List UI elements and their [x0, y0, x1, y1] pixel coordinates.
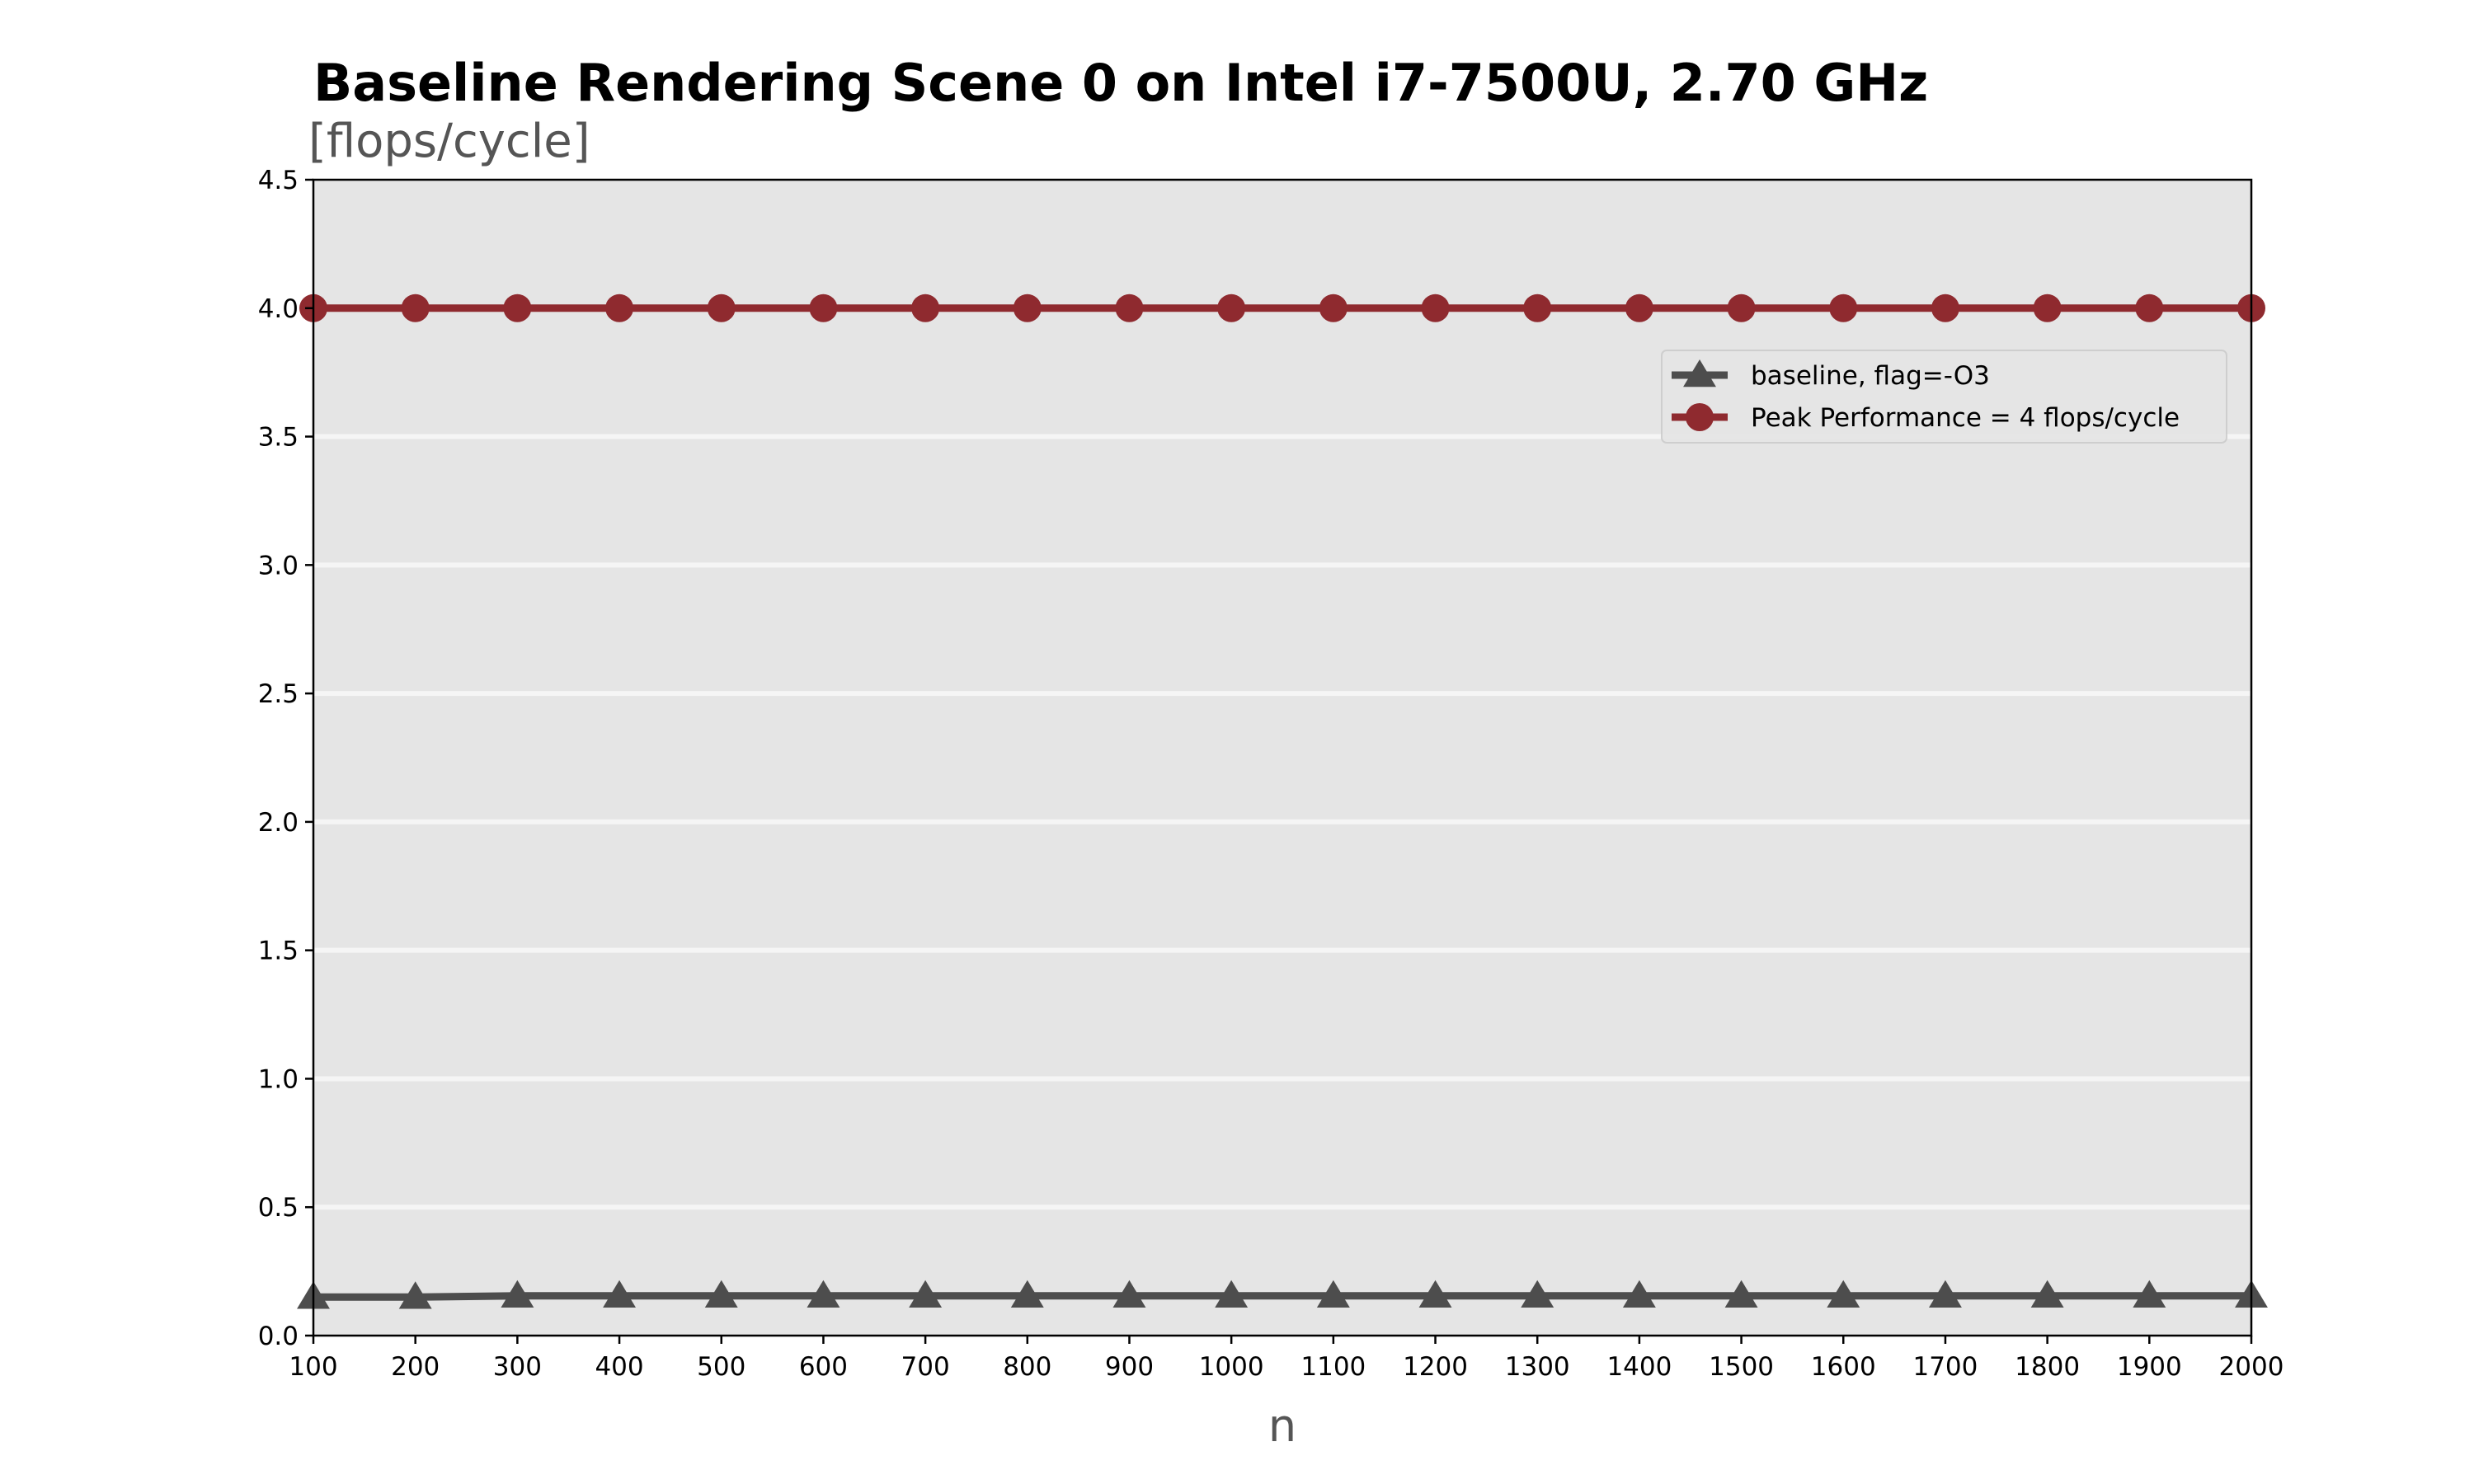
y-tick-label: 1.0 — [258, 1064, 299, 1094]
data-point — [398, 1281, 432, 1309]
data-point — [401, 294, 430, 322]
data-point — [1115, 294, 1144, 322]
data-point — [501, 1280, 534, 1308]
data-point — [2133, 1280, 2166, 1308]
data-point — [704, 1280, 738, 1308]
x-tick-label: 1300 — [1505, 1352, 1570, 1382]
legend-entry-label: baseline, flag=-O3 — [1751, 361, 1990, 391]
x-tick-label: 1700 — [1912, 1352, 1978, 1382]
y-tick-label: 1.5 — [258, 937, 299, 966]
series-peak-performance — [299, 294, 2265, 322]
data-point — [911, 294, 940, 322]
chart-title: Baseline Rendering Scene 0 on Intel i7-7… — [313, 53, 1928, 113]
x-tick-label: 2000 — [2219, 1352, 2284, 1382]
data-point — [1013, 294, 1042, 322]
data-point — [1010, 1280, 1044, 1308]
data-point — [807, 1280, 840, 1308]
series-baseline — [297, 1280, 2268, 1309]
legend-swatch-marker — [1683, 359, 1716, 387]
data-point — [1215, 1280, 1249, 1308]
x-tick-label: 900 — [1105, 1352, 1154, 1382]
data-point — [1928, 1280, 1962, 1308]
data-point — [909, 1280, 943, 1308]
series-line — [313, 1292, 2251, 1301]
x-tick-label: 1100 — [1300, 1352, 1366, 1382]
data-point — [707, 294, 736, 322]
data-point — [1724, 1280, 1758, 1308]
series-layer — [297, 294, 2268, 1309]
x-tick-label: 1400 — [1606, 1352, 1672, 1382]
y-tick-label: 3.5 — [258, 423, 299, 453]
x-tick-label: 300 — [493, 1352, 542, 1382]
legend-box — [1661, 350, 2227, 444]
y-tick-label: 2.0 — [258, 808, 299, 838]
data-point — [2030, 1280, 2064, 1308]
x-tick-label: 1500 — [1709, 1352, 1774, 1382]
data-point — [1727, 294, 1756, 322]
data-point — [503, 294, 532, 322]
y-unit-label: [flops/cycle] — [308, 115, 590, 168]
data-point — [1418, 1280, 1452, 1308]
y-axis: 0.0 0.5 1.0 1.5 2.0 2.5 3.0 3.5 4.0 4.5 — [258, 166, 313, 1351]
data-point — [1625, 294, 1653, 322]
data-point — [1316, 1280, 1350, 1308]
y-tick-label: 0.0 — [258, 1322, 299, 1351]
data-point — [1521, 1280, 1554, 1308]
data-point — [1523, 294, 1552, 322]
x-tick-label: 600 — [799, 1352, 848, 1382]
y-tick-label: 4.0 — [258, 294, 299, 324]
y-tick-label: 3.0 — [258, 551, 299, 580]
x-tick-label: 1900 — [2117, 1352, 2182, 1382]
y-tick-label: 0.5 — [258, 1193, 299, 1223]
x-tick-label: 400 — [595, 1352, 643, 1382]
x-axis: 100 200 300 400 500 600 700 800 900 1000 1100 1200 1… — [289, 1336, 2284, 1382]
y-tick-label: 2.5 — [258, 679, 299, 709]
x-tick-label: 1800 — [2015, 1352, 2080, 1382]
x-tick-label: 100 — [289, 1352, 337, 1382]
data-point — [1217, 294, 1246, 322]
x-tick-label: 200 — [391, 1352, 440, 1382]
plot-frame — [312, 178, 2253, 1337]
x-tick-label: 1200 — [1403, 1352, 1468, 1382]
x-tick-label: 800 — [1003, 1352, 1051, 1382]
y-tick-label: 4.5 — [258, 166, 299, 195]
data-point — [603, 1280, 637, 1308]
data-point — [2135, 294, 2164, 322]
data-point — [1319, 294, 1348, 322]
legend-swatch-marker — [1686, 403, 1714, 431]
x-tick-label: 1000 — [1199, 1352, 1264, 1382]
data-point — [1622, 1280, 1656, 1308]
x-tick-label: 700 — [901, 1352, 950, 1382]
data-point — [2033, 294, 2062, 322]
data-point — [1827, 1280, 1860, 1308]
data-point — [809, 294, 838, 322]
data-point — [605, 294, 634, 322]
x-tick-label: 1600 — [1811, 1352, 1876, 1382]
data-point — [1829, 294, 1858, 322]
data-point — [1931, 294, 1959, 322]
legend-entry-label: Peak Performance = 4 flops/cycle — [1751, 403, 2180, 433]
legend: baseline, flag=-O3 Peak Performance = 4 f… — [1661, 350, 2227, 444]
data-point — [1112, 1280, 1146, 1308]
x-tick-label: 500 — [697, 1352, 745, 1382]
data-point — [1421, 294, 1450, 322]
x-axis-label: n — [1268, 1400, 1296, 1452]
